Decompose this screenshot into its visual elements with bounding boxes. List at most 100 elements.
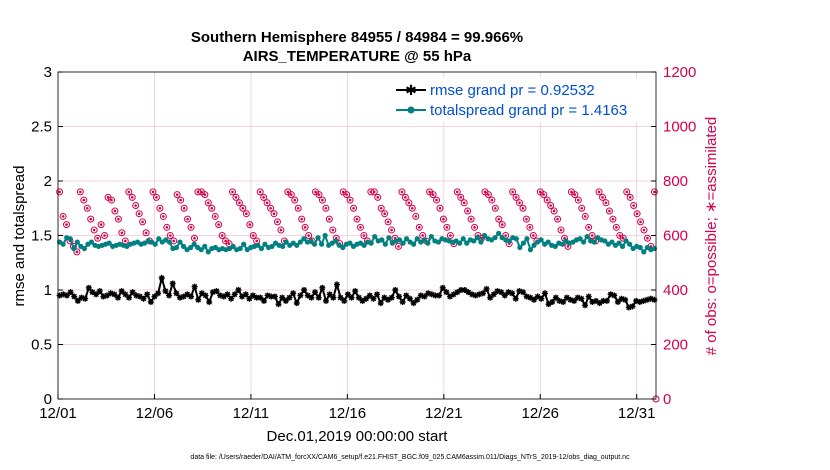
obs-point-assimilated xyxy=(141,220,144,224)
obs-point-assimilated xyxy=(203,193,207,196)
obs-point-assimilated xyxy=(238,201,241,205)
obs-point xyxy=(215,221,223,229)
totalspread-point xyxy=(496,230,502,236)
obs-point-assimilated xyxy=(255,239,259,243)
obs-point xyxy=(436,204,444,212)
rmse-point xyxy=(501,292,508,299)
obs-point xyxy=(633,210,641,218)
obs-point xyxy=(595,188,603,196)
obs-point-assimilated xyxy=(182,206,186,210)
totalspread-point xyxy=(619,243,626,249)
rmse-point xyxy=(100,293,107,300)
obs-point-assimilated xyxy=(653,190,656,194)
totalspread-point xyxy=(382,241,388,247)
totalspread-point xyxy=(520,240,526,246)
obs-point-assimilated xyxy=(134,204,137,207)
totalspread-point xyxy=(379,237,385,243)
obs-point-assimilated xyxy=(556,217,559,221)
obs-point-assimilated xyxy=(352,206,355,210)
totalspread-point xyxy=(481,232,488,239)
rmse-point xyxy=(231,291,238,298)
obs-point-assimilated xyxy=(639,220,642,224)
totalspread-point xyxy=(492,235,498,241)
rmse-point xyxy=(647,295,654,302)
rmse-point xyxy=(538,295,545,302)
totalspread-point xyxy=(81,245,87,252)
obs-point-assimilated xyxy=(210,206,214,210)
obs-point xyxy=(381,210,389,218)
rmse-point xyxy=(614,298,621,305)
obs-point-assimilated xyxy=(241,206,245,210)
rmse-point xyxy=(644,296,651,303)
obs-point xyxy=(107,196,115,204)
obs-point xyxy=(443,223,451,231)
obs-point-assimilated xyxy=(518,201,521,205)
totalspread-point xyxy=(428,233,434,240)
obs-point xyxy=(101,232,109,239)
obs-point-assimilated xyxy=(345,193,348,196)
rmse-point xyxy=(406,295,413,302)
obs-point xyxy=(59,212,67,220)
rmse-point xyxy=(395,293,402,300)
obs-point-assimilated xyxy=(473,226,476,229)
y-right-tick-label: 600 xyxy=(663,228,688,245)
rmse-point xyxy=(414,296,421,303)
rmse-point xyxy=(512,295,519,302)
obs-point-assimilated xyxy=(137,212,141,215)
obs-point-assimilated xyxy=(431,193,435,196)
rmse-point xyxy=(454,289,461,296)
obs-point xyxy=(512,193,520,201)
totalspread-point xyxy=(474,235,480,241)
y-axis-left: 0 0.5 1 1.5 2 2.5 3 xyxy=(31,64,63,408)
rmse-point xyxy=(432,292,439,299)
totalspread-series xyxy=(57,230,657,255)
y-right-tick-label: 400 xyxy=(663,282,688,299)
rmse-point xyxy=(239,293,246,300)
obs-point-assimilated xyxy=(300,217,303,221)
rmse-point xyxy=(436,292,443,299)
obs-point xyxy=(484,191,492,199)
obs-point-assimilated xyxy=(168,234,172,237)
totalspread-point xyxy=(396,237,403,243)
rmse-point xyxy=(155,290,162,297)
rmse-point xyxy=(147,298,154,305)
obs-point-assimilated xyxy=(566,245,570,248)
rmse-series xyxy=(56,274,658,311)
totalspread-point xyxy=(283,239,289,245)
totalspread-point xyxy=(368,240,374,246)
obs-point-assimilated xyxy=(583,215,587,218)
totalspread-point xyxy=(294,242,300,248)
obs-point xyxy=(457,193,465,201)
legend-spread-label: totalspread grand pr = 1.4163 xyxy=(430,102,627,119)
obs-point xyxy=(637,218,645,226)
obs-point-assimilated xyxy=(269,206,272,210)
rmse-point xyxy=(268,293,275,300)
obs-point xyxy=(581,212,589,220)
x-tick-label: 12/26 xyxy=(521,405,559,422)
rmse-point xyxy=(629,303,636,310)
obs-point xyxy=(471,223,479,231)
rmse-point xyxy=(286,294,293,301)
obs-point-assimilated xyxy=(580,206,584,210)
totalspread-point xyxy=(627,241,633,247)
totalspread-point xyxy=(308,238,314,244)
obs-point xyxy=(498,221,506,229)
rmse-point xyxy=(370,295,377,302)
rmse-point xyxy=(450,291,457,298)
obs-point-assimilated xyxy=(96,236,99,240)
obs-point xyxy=(495,215,503,223)
rmse-point xyxy=(545,301,552,308)
obs-point xyxy=(287,191,295,199)
obs-point xyxy=(623,188,631,196)
obs-point-assimilated xyxy=(117,217,120,221)
rmse-point xyxy=(93,291,100,298)
obs-point xyxy=(218,232,226,239)
obs-point xyxy=(550,207,558,215)
obs-point xyxy=(543,196,551,204)
rmse-point xyxy=(228,295,235,302)
obs-point xyxy=(398,188,406,196)
rmse-point xyxy=(603,297,610,304)
obs-point xyxy=(301,223,309,231)
rmse-point xyxy=(71,293,78,300)
rmse-point xyxy=(198,290,205,297)
